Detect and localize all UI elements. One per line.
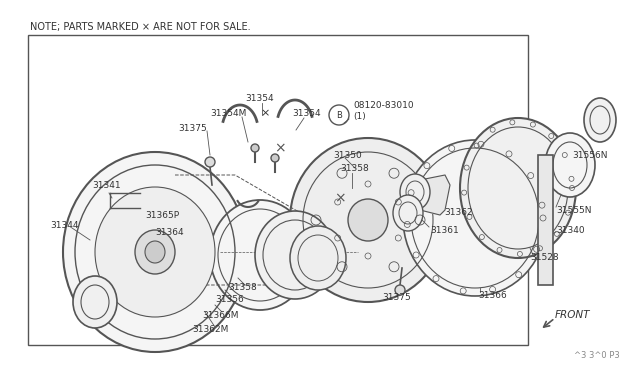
Text: 31528: 31528 — [530, 253, 559, 263]
Text: 31354M: 31354M — [210, 109, 246, 118]
Text: FRONT: FRONT — [555, 310, 591, 320]
Text: 31341: 31341 — [92, 180, 120, 189]
Text: ^3 3^0 P3: ^3 3^0 P3 — [574, 351, 620, 360]
Text: 31362: 31362 — [444, 208, 472, 217]
Ellipse shape — [545, 133, 595, 197]
Text: 31344: 31344 — [50, 221, 79, 230]
Text: NOTE; PARTS MARKED × ARE NOT FOR SALE.: NOTE; PARTS MARKED × ARE NOT FOR SALE. — [30, 22, 251, 32]
Ellipse shape — [348, 199, 388, 241]
Text: 31364: 31364 — [155, 228, 184, 237]
Ellipse shape — [95, 187, 215, 317]
Bar — [28, 35, 528, 345]
Text: ×: × — [334, 191, 346, 205]
Text: 31365P: 31365P — [145, 211, 179, 219]
Ellipse shape — [290, 138, 446, 302]
Text: 31375: 31375 — [382, 294, 411, 302]
Text: 31556N: 31556N — [572, 151, 607, 160]
Circle shape — [395, 285, 405, 295]
Text: 08120-83010: 08120-83010 — [353, 100, 413, 109]
Ellipse shape — [73, 276, 117, 328]
Ellipse shape — [255, 211, 335, 299]
Ellipse shape — [210, 200, 310, 310]
Ellipse shape — [145, 241, 165, 263]
Polygon shape — [420, 175, 450, 215]
Text: ×: × — [274, 141, 286, 155]
Text: 31350: 31350 — [333, 151, 362, 160]
Circle shape — [251, 144, 259, 152]
Ellipse shape — [403, 140, 547, 296]
Text: 31358: 31358 — [228, 283, 257, 292]
Text: 31366: 31366 — [478, 291, 507, 299]
Text: 31356: 31356 — [215, 295, 244, 305]
Text: B: B — [336, 110, 342, 119]
Bar — [538, 155, 553, 285]
Text: 31340: 31340 — [556, 225, 584, 234]
Text: 31555N: 31555N — [556, 205, 591, 215]
Circle shape — [205, 157, 215, 167]
Text: 31358: 31358 — [340, 164, 369, 173]
Text: 31366M: 31366M — [202, 311, 239, 320]
Ellipse shape — [400, 174, 430, 210]
Ellipse shape — [290, 226, 346, 290]
Ellipse shape — [584, 98, 616, 142]
Text: 31361: 31361 — [430, 225, 459, 234]
Text: (1): (1) — [353, 112, 365, 121]
Ellipse shape — [135, 230, 175, 274]
Text: 31375: 31375 — [178, 124, 207, 132]
Ellipse shape — [393, 195, 423, 231]
Text: 31354: 31354 — [245, 93, 274, 103]
Ellipse shape — [460, 118, 576, 258]
Ellipse shape — [63, 152, 247, 352]
Text: 31354: 31354 — [292, 109, 321, 118]
Circle shape — [271, 154, 279, 162]
Text: 31362M: 31362M — [192, 326, 228, 334]
Text: ×: × — [260, 108, 269, 118]
